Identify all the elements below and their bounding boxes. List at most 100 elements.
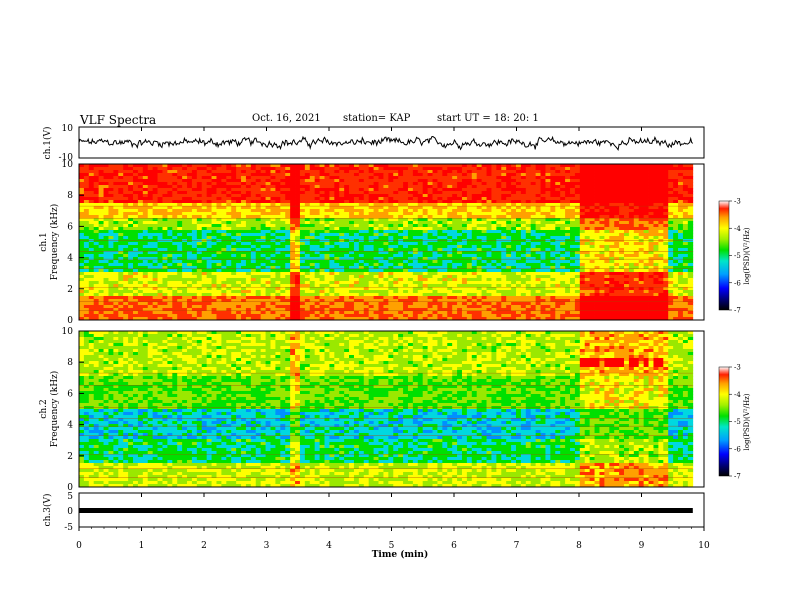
spectrogram-cell <box>574 212 581 216</box>
spectrogram-cell <box>113 248 119 252</box>
spectrogram-cell <box>339 257 345 261</box>
spectrogram-cell <box>535 170 541 174</box>
spectrogram-cell <box>565 245 571 249</box>
spectrogram-cell <box>668 269 674 273</box>
spectrogram-cell <box>142 260 149 264</box>
spectrogram-cell <box>599 209 605 213</box>
spectrogram-cell <box>187 170 193 174</box>
spectrogram-cell <box>265 182 271 186</box>
spectrogram-cell <box>388 275 394 279</box>
spectrogram-cell <box>79 254 85 258</box>
spectrogram-cell <box>295 188 301 192</box>
spectrogram-cell <box>643 173 649 177</box>
spectrogram-cell <box>398 176 404 180</box>
spectrogram-cell <box>609 164 615 168</box>
spectrogram-cell <box>545 212 551 216</box>
spectrogram-cell <box>668 278 674 282</box>
spectrogram-cell <box>432 281 438 285</box>
spectrogram-cell <box>594 203 600 207</box>
spectrogram-cell <box>319 272 325 276</box>
spectrogram-cell <box>177 194 183 198</box>
spectrogram-cell <box>319 248 325 252</box>
spectrogram-cell <box>673 164 679 168</box>
spectrogram-cell <box>299 266 306 270</box>
spectrogram-cell <box>211 200 217 204</box>
spectrogram-cell <box>344 221 350 225</box>
spectrogram-cell <box>604 233 610 237</box>
ch1-ytick-top: 10 <box>62 124 74 134</box>
spectrogram-cell <box>388 227 394 231</box>
spectrogram-cell <box>314 251 320 255</box>
spectrogram-cell <box>565 227 571 231</box>
spectrogram-cell <box>511 272 517 276</box>
spectrogram-cell <box>196 266 203 270</box>
spectrogram-cell <box>123 275 129 279</box>
spectrogram-cell <box>177 191 183 195</box>
spectrogram-cell <box>241 173 247 177</box>
spectrogram-cell <box>565 248 571 252</box>
spectrogram-cell <box>633 203 640 207</box>
spectrogram-cell <box>344 206 350 210</box>
spectrogram-cell <box>167 275 173 279</box>
spectrogram-cell <box>574 209 581 213</box>
spectrogram-cell <box>388 176 394 180</box>
spectrogram-cell <box>643 212 649 216</box>
spectrogram-cell <box>476 224 483 228</box>
spectrogram-cell <box>663 233 669 237</box>
spectrogram-cell <box>466 230 473 234</box>
spectrogram-cell <box>555 278 561 282</box>
spectrogram-cell <box>137 269 144 273</box>
spectrogram-cell <box>589 245 595 249</box>
spectrogram-cell <box>403 269 409 273</box>
spectrogram-cell <box>241 236 247 240</box>
spectrogram-cell <box>687 260 694 264</box>
spectrogram-cell <box>687 275 694 279</box>
spectrogram-cell <box>496 194 502 198</box>
spectrogram-cell <box>231 236 237 240</box>
spectrogram-cell <box>201 203 208 207</box>
spectrogram-cell <box>363 206 370 210</box>
spectrogram-cell <box>103 269 109 273</box>
spectrogram-cell <box>511 212 517 216</box>
spectrogram-cell <box>216 281 222 285</box>
spectrogram-cell <box>79 185 85 189</box>
spectrogram-cell <box>221 176 227 180</box>
spectrogram-cell <box>275 206 281 210</box>
spectrogram-cell <box>349 257 355 261</box>
spectrogram-cell <box>206 200 212 204</box>
spectrogram-cell <box>491 227 497 231</box>
spectrogram-cell <box>658 179 664 183</box>
spectrogram-cell <box>206 191 212 195</box>
spectrogram-cell <box>290 254 296 258</box>
spectrogram-cell <box>599 218 605 222</box>
spectrogram-cell <box>678 218 684 222</box>
spectrogram-cell <box>506 275 512 279</box>
spectrogram-cell <box>481 251 487 255</box>
spectrogram-cell <box>133 185 139 189</box>
spectrogram-cell <box>211 254 217 258</box>
spectrogram-cell <box>624 278 630 282</box>
spectrogram-cell <box>245 263 252 267</box>
spectrogram-cell <box>226 218 232 222</box>
spectrogram-cell <box>304 182 311 186</box>
spectrogram-cell <box>304 200 311 204</box>
spectrogram-cell <box>388 185 394 189</box>
spectrogram-cell <box>422 200 429 204</box>
spectrogram-cell <box>162 200 168 204</box>
spectrogram-cell <box>525 236 532 240</box>
spectrogram-cell <box>579 194 586 198</box>
spectrogram-cell <box>103 248 109 252</box>
spectrogram-cell <box>638 200 645 204</box>
spectrogram-cell <box>83 200 90 204</box>
spectrogram-cell <box>324 257 330 261</box>
spectrogram-cell <box>93 242 100 246</box>
spectrogram-cell <box>619 203 625 207</box>
spectrogram-cell <box>658 236 664 240</box>
spectrogram-cell <box>260 254 266 258</box>
spectrogram-cell <box>565 167 571 171</box>
spectrogram-cell <box>633 179 640 183</box>
spectrogram-cell <box>481 242 487 246</box>
spectrogram-cell <box>481 233 487 237</box>
spectrogram-cell <box>187 224 193 228</box>
spectrogram-cell <box>108 245 114 249</box>
